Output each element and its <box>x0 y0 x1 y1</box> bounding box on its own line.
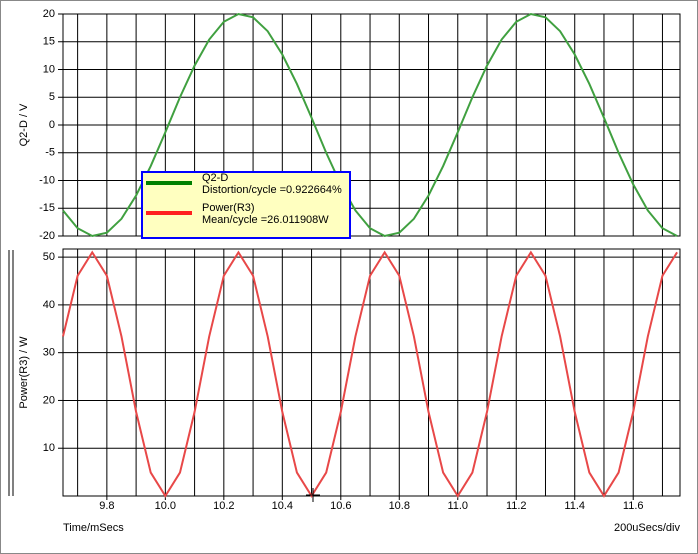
series-line <box>62 250 678 498</box>
y-tick-label: 0 <box>49 119 55 131</box>
y-tick-label: 10 <box>43 442 55 454</box>
y-tick-label: 20 <box>43 394 55 406</box>
plot-area <box>62 248 681 497</box>
x-scale-note: 200uSecs/div <box>614 522 681 534</box>
x-tick-label: 11.6 <box>623 500 644 512</box>
legend-label: Power(R3) <box>202 202 255 214</box>
y-tick-label: 20 <box>43 8 55 20</box>
y-tick-label: 40 <box>43 299 55 311</box>
y-tick-label: 5 <box>49 91 55 103</box>
x-tick-label: 11.4 <box>564 500 585 512</box>
x-tick-label: 10.6 <box>330 500 351 512</box>
series-line <box>62 12 678 238</box>
x-tick-label: 9.8 <box>99 500 114 512</box>
y-axis-label: Q2-D / V <box>18 103 30 146</box>
x-tick-label: 11.0 <box>447 500 468 512</box>
y-tick-label: 30 <box>43 347 55 359</box>
y-tick-label: -15 <box>39 202 55 214</box>
y-tick-label: -20 <box>39 230 55 242</box>
x-tick-label: 10.4 <box>272 500 293 512</box>
x-tick-label: 10.8 <box>389 500 410 512</box>
x-tick-label: 10.0 <box>155 500 176 512</box>
y-tick-label: 15 <box>43 36 55 48</box>
y-tick-label: 10 <box>43 63 55 75</box>
y-tick-label: -5 <box>45 147 55 159</box>
x-axis-label: Time/mSecs <box>63 522 124 534</box>
y-axis-label: Power(R3) / W <box>18 336 30 409</box>
legend-note: Mean/cycle =26.011908W <box>202 214 329 226</box>
cursor <box>306 488 320 502</box>
x-tick-label: 11.2 <box>506 500 527 512</box>
legend-label: Q2-D <box>202 172 228 184</box>
legend-note: Distortion/cycle =0.922664% <box>202 184 342 196</box>
x-tick-label: 10.2 <box>213 500 234 512</box>
y-tick-label: -10 <box>39 174 55 186</box>
y-tick-label: 50 <box>43 251 55 263</box>
